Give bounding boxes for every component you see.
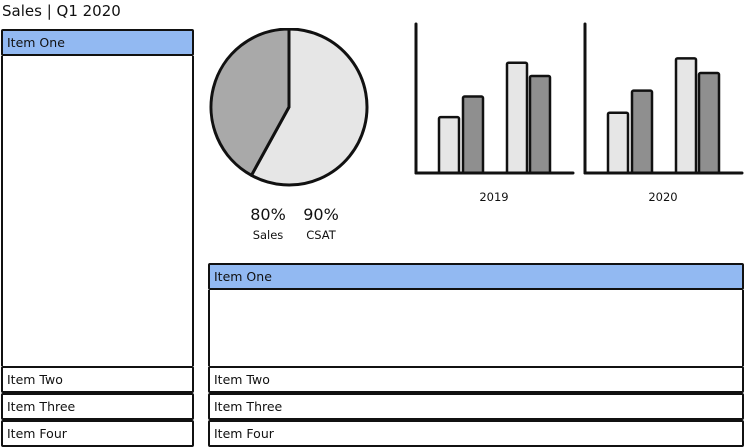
csat-metric-value: 90% (303, 205, 339, 224)
left-accordion-item-one[interactable]: Item One (1, 29, 194, 56)
sales-metric-label: Sales (252, 228, 284, 242)
pie-chart (206, 27, 370, 190)
bottom-accordion: Item One Item Two Item Three Item Four (208, 263, 744, 447)
pie-slice-1 (249, 27, 369, 187)
bar-chart-2020-bar-4 (697, 71, 721, 175)
left-accordion: Item One Item Two Item Three Item Four (1, 29, 194, 447)
left-accordion-item-four[interactable]: Item Four (1, 420, 194, 447)
bar-chart-2020-bar-2 (630, 89, 654, 175)
sales-metric: 80% Sales (244, 205, 292, 243)
bottom-accordion-item-two[interactable]: Item Two (208, 366, 744, 393)
bottom-accordion-panel (208, 290, 744, 366)
pie-slice-2 (209, 27, 291, 177)
sales-metric-value: 80% (250, 205, 286, 224)
left-accordion-panel (1, 56, 194, 366)
csat-metric-label: CSAT (306, 228, 336, 242)
bar-chart-2019-svg (414, 22, 575, 175)
bar-chart-2020 (582, 22, 744, 184)
bar-chart-2019-label: 2019 (479, 190, 509, 204)
bar-chart-2019-bar-1 (437, 115, 461, 175)
bottom-accordion-item-one[interactable]: Item One (208, 263, 744, 290)
bottom-accordion-item-three[interactable]: Item Three (208, 393, 744, 420)
left-accordion-item-three[interactable]: Item Three (1, 393, 194, 420)
left-accordion-item-two[interactable]: Item Two (1, 366, 194, 393)
bottom-accordion-item-four[interactable]: Item Four (208, 420, 744, 447)
page-title: Sales | Q1 2020 (2, 2, 121, 20)
bar-chart-2019-bar-4 (528, 74, 552, 175)
csat-metric: 90% CSAT (297, 205, 345, 243)
bar-chart-2020-label: 2020 (648, 190, 678, 204)
bar-chart-2019-bar-3 (505, 61, 529, 175)
bar-chart-2020-svg (583, 22, 744, 175)
bar-chart-2020-bar-3 (674, 57, 698, 175)
pie-chart-svg (209, 27, 369, 187)
bar-chart-2019 (413, 22, 575, 184)
bar-chart-2020-bar-1 (606, 111, 630, 175)
bar-chart-2019-bar-2 (461, 95, 485, 175)
